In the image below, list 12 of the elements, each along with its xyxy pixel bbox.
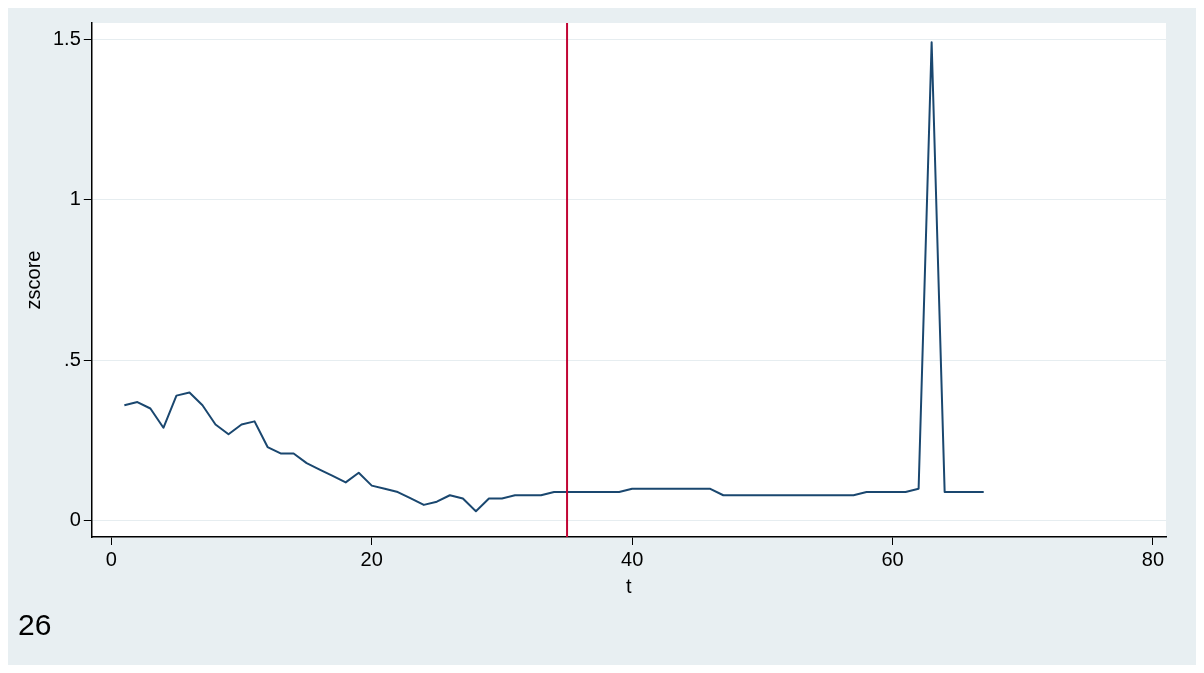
y-tick-label: .5	[64, 347, 81, 370]
y-tick-label: 0	[69, 508, 81, 531]
y-tick-label: 1	[69, 187, 81, 210]
x-tick-label: 60	[881, 547, 904, 570]
x-tick-label: 80	[1141, 547, 1165, 570]
y-axis-title: zscore	[21, 250, 44, 310]
text: 26	[18, 608, 52, 642]
x-tick-label: 20	[360, 547, 383, 570]
x-tick-label: 40	[621, 547, 644, 570]
x-tick-label: 0	[105, 547, 117, 570]
x-axis-title: t	[626, 574, 633, 597]
y-tick-label: 1.5	[52, 26, 81, 49]
